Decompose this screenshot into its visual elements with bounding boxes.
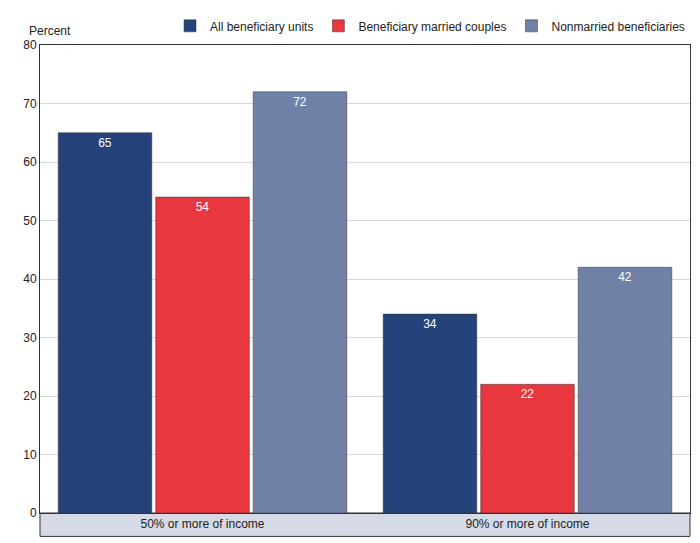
svg-text:Percent: Percent — [29, 24, 71, 38]
svg-text:72: 72 — [293, 95, 307, 109]
svg-text:Nonmarried beneficiaries: Nonmarried beneficiaries — [551, 20, 684, 34]
svg-text:34: 34 — [423, 317, 437, 331]
svg-text:54: 54 — [196, 200, 210, 214]
svg-text:65: 65 — [98, 136, 112, 150]
svg-text:All beneficiary units: All beneficiary units — [210, 20, 313, 34]
svg-text:0: 0 — [30, 506, 37, 520]
svg-text:20: 20 — [23, 389, 37, 403]
svg-text:10: 10 — [23, 448, 37, 462]
svg-text:Beneficiary married couples: Beneficiary married couples — [358, 20, 506, 34]
svg-text:42: 42 — [618, 270, 632, 284]
svg-text:22: 22 — [521, 387, 535, 401]
svg-text:80: 80 — [23, 38, 37, 52]
svg-text:30: 30 — [23, 331, 37, 345]
svg-text:60: 60 — [23, 155, 37, 169]
svg-text:50: 50 — [23, 214, 37, 228]
svg-text:90% or more of income: 90% or more of income — [465, 517, 589, 531]
svg-text:40: 40 — [23, 272, 37, 286]
svg-text:50% or more of income: 50% or more of income — [140, 517, 264, 531]
svg-text:70: 70 — [23, 97, 37, 111]
